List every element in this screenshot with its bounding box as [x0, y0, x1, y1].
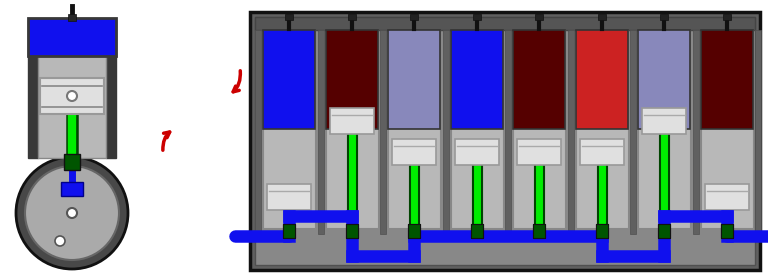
Bar — [705, 184, 749, 210]
Circle shape — [55, 236, 65, 246]
Bar — [389, 30, 440, 129]
Bar — [755, 30, 761, 234]
Bar — [442, 30, 449, 234]
Bar — [580, 139, 624, 165]
Bar — [380, 30, 386, 234]
Bar — [535, 14, 543, 20]
Bar — [255, 30, 261, 234]
Bar — [389, 30, 440, 228]
Bar — [61, 182, 83, 196]
Circle shape — [67, 91, 77, 101]
Bar — [576, 30, 627, 228]
Bar — [658, 224, 670, 238]
Bar — [409, 224, 420, 238]
Bar — [596, 224, 607, 238]
Bar — [346, 224, 358, 238]
Circle shape — [67, 208, 77, 218]
Bar — [513, 30, 565, 129]
Bar — [513, 30, 565, 228]
Bar — [630, 30, 636, 234]
Bar — [392, 139, 436, 165]
Bar — [693, 30, 699, 234]
Bar — [329, 108, 374, 134]
Bar — [283, 224, 295, 238]
Bar — [533, 224, 545, 238]
Bar — [471, 224, 483, 238]
Bar — [263, 30, 315, 228]
Bar — [40, 78, 104, 114]
Bar — [638, 30, 690, 129]
Bar — [723, 14, 730, 20]
Bar — [68, 14, 76, 21]
Bar — [283, 224, 295, 238]
Bar — [700, 30, 753, 129]
Bar — [285, 14, 293, 20]
Bar — [106, 20, 116, 158]
Bar — [326, 30, 378, 228]
Bar — [505, 30, 511, 234]
Bar — [326, 30, 378, 129]
Bar — [451, 30, 503, 228]
Bar — [471, 224, 483, 238]
Bar — [409, 224, 420, 238]
Bar — [720, 224, 733, 238]
Bar — [533, 224, 545, 238]
Circle shape — [16, 157, 128, 269]
Bar — [64, 154, 80, 170]
Bar — [598, 14, 606, 20]
Bar — [255, 17, 755, 30]
Bar — [250, 12, 760, 270]
Bar — [410, 14, 419, 20]
Bar — [267, 184, 311, 210]
Bar — [317, 30, 323, 234]
Bar — [642, 108, 687, 134]
Bar — [576, 30, 627, 129]
Bar — [38, 28, 106, 158]
Bar — [700, 30, 753, 228]
Bar — [596, 224, 607, 238]
Bar — [346, 224, 358, 238]
Bar — [660, 14, 668, 20]
Bar — [568, 30, 574, 234]
Bar — [28, 18, 116, 56]
Bar — [473, 14, 481, 20]
Bar — [28, 20, 38, 158]
Bar — [451, 30, 503, 129]
Bar — [658, 224, 670, 238]
Bar — [638, 30, 690, 228]
Circle shape — [25, 166, 119, 260]
Bar — [720, 224, 733, 238]
Bar — [255, 17, 755, 265]
Bar — [518, 139, 561, 165]
Bar — [263, 30, 315, 129]
Bar — [455, 139, 498, 165]
Bar — [348, 14, 356, 20]
